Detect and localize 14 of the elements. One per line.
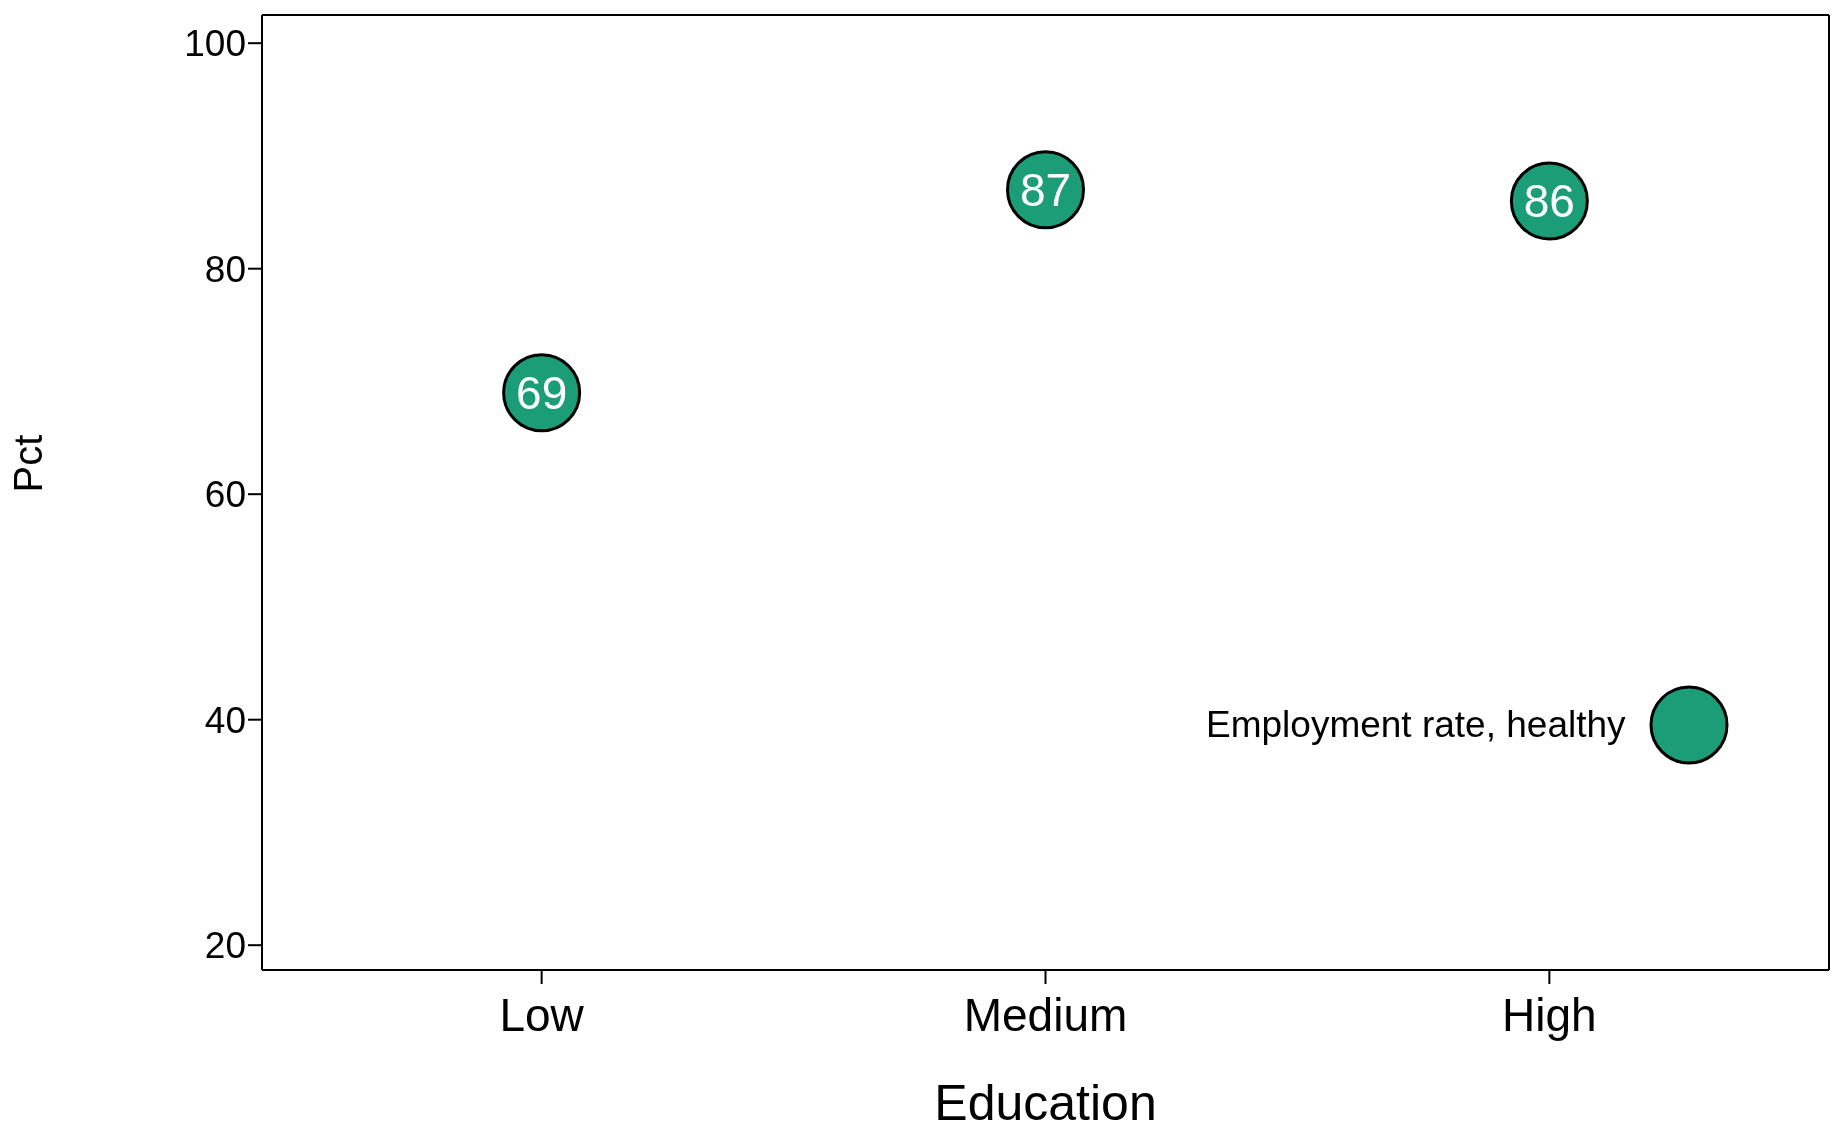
y-tick-label: 60 — [204, 474, 246, 516]
y-tick-label: 80 — [204, 248, 246, 290]
y-tick-label: 40 — [204, 699, 246, 741]
x-tick-label: Low — [499, 988, 585, 1041]
data-label: 69 — [516, 367, 568, 420]
x-tick-label: High — [1502, 988, 1597, 1041]
y-axis-title: Pct — [6, 434, 51, 493]
x-axis-title: Education — [934, 1075, 1157, 1130]
legend-label: Employment rate, healthy — [1206, 704, 1626, 746]
y-tick-label: 100 — [184, 23, 246, 65]
data-label: 87 — [1019, 164, 1072, 217]
data-label: 86 — [1523, 175, 1575, 228]
y-tick-label: 20 — [204, 925, 246, 967]
x-tick-label: Medium — [963, 988, 1128, 1041]
